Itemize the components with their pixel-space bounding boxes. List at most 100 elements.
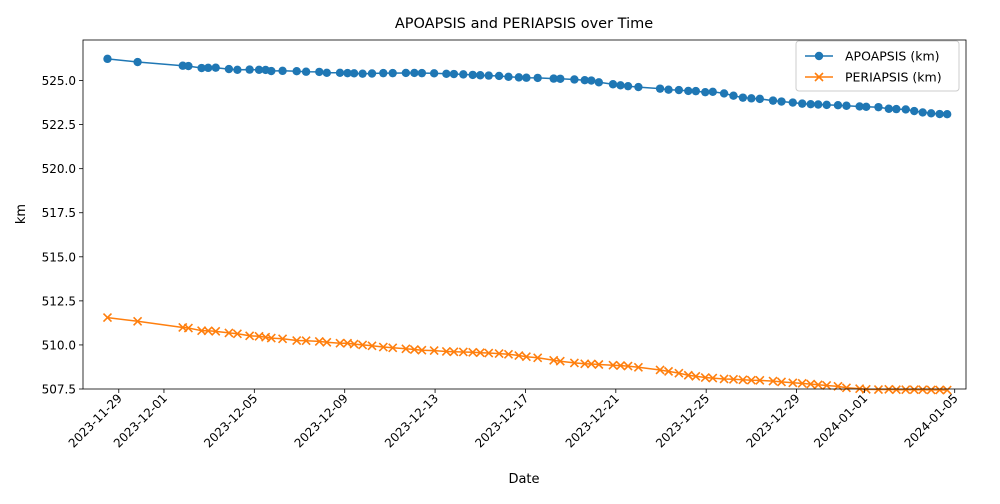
series-2-point: [813, 380, 823, 390]
series-1-point: [580, 75, 589, 85]
series-1-point: [522, 73, 531, 82]
series-1-point: [594, 78, 604, 87]
series-2-point: [608, 360, 618, 370]
series-1-point: [833, 101, 843, 110]
series-2-point: [211, 326, 221, 336]
series-2-point: [224, 328, 234, 338]
series-1-point: [738, 93, 748, 102]
series-1-point: [691, 86, 701, 96]
series-1-point: [822, 100, 831, 110]
series-2-point: [322, 337, 332, 347]
series-2-point: [314, 336, 324, 346]
series-1-point: [935, 109, 944, 119]
series-1-point: [379, 68, 388, 78]
series-2-point: [926, 385, 936, 395]
series-1-point: [245, 65, 254, 74]
series-1-point: [429, 69, 439, 78]
series-2-point: [484, 348, 494, 358]
legend-label-1: APOAPSIS (km): [845, 49, 940, 64]
series-2-point: [633, 362, 643, 372]
series-2-point: [594, 359, 604, 370]
series-2-point: [494, 349, 504, 359]
series-1-point: [484, 71, 493, 80]
axes-frame: [82, 39, 967, 390]
series-2-point: [102, 313, 113, 323]
series-2-point: [521, 352, 531, 362]
series-1-point: [806, 99, 815, 109]
series-1-point: [855, 102, 864, 111]
series-1-point: [918, 108, 927, 117]
series-2-point: [335, 338, 345, 348]
series-1-point: [401, 68, 411, 78]
series-2-point: [367, 341, 377, 351]
series-1-point: [768, 96, 778, 105]
series-1-point: [267, 66, 276, 76]
series-2-point: [301, 336, 311, 346]
series-1-point: [533, 73, 542, 83]
series-2-point: [555, 356, 565, 366]
series-2-point: [417, 345, 427, 355]
series-2-point: [586, 359, 596, 369]
series-2-point: [728, 374, 739, 384]
series-1-point: [747, 94, 756, 103]
series-1-point: [634, 82, 643, 92]
series-1-point: [322, 68, 332, 77]
series-2-point: [700, 372, 710, 383]
series-2-point: [738, 375, 748, 385]
series-2-point: [533, 353, 543, 363]
series-1-point: [468, 70, 477, 80]
y-axis-label: km: [14, 204, 29, 224]
series-2-point: [133, 316, 143, 326]
series-1-point: [514, 73, 524, 82]
series-1-point: [417, 68, 427, 78]
series-2-point: [358, 340, 368, 350]
series-2-point: [822, 380, 832, 391]
series-2-point: [708, 373, 718, 383]
series-2-point: [441, 346, 451, 357]
series-1-point: [292, 66, 301, 76]
series-1-point: [910, 106, 919, 116]
series-1-point: [608, 80, 618, 89]
y-tick-label: 512.5: [42, 294, 76, 308]
series-1-point: [233, 65, 242, 74]
series-1-point: [197, 63, 206, 73]
legend-label-2: PERIAPSIS (km): [845, 70, 942, 85]
series-2-point: [615, 360, 626, 371]
series-1-point: [701, 87, 710, 97]
series-2-point: [841, 383, 852, 393]
series-1-point: [892, 104, 901, 114]
series-2-point: [266, 333, 276, 343]
series-2-point: [776, 377, 787, 387]
series-2-point: [909, 385, 919, 395]
series-1-point: [211, 63, 220, 72]
series-1-point: [494, 71, 504, 81]
series-2-point: [378, 342, 388, 352]
series-1-point: [616, 81, 625, 90]
series-2-point: [674, 368, 684, 378]
series-1-point: [367, 69, 377, 78]
series-1-point: [459, 70, 468, 79]
chart-title: APOAPSIS and PERIAPSIS over Time: [395, 16, 653, 32]
legend-box: [795, 40, 960, 92]
series-1-point: [301, 67, 311, 76]
series-2-point: [623, 361, 633, 371]
series-1-point: [103, 54, 112, 64]
series-2-point: [401, 344, 411, 354]
series-1-point: [343, 68, 352, 78]
series-2-point: [569, 358, 579, 368]
series-1-point: [184, 61, 193, 71]
series-2-point: [388, 343, 398, 353]
y-tick-label: 510.0: [42, 338, 76, 352]
legend-marker-2: [814, 72, 824, 82]
series-1-point: [549, 74, 558, 83]
y-tick-label: 507.5: [42, 383, 76, 397]
series-2-point: [514, 350, 524, 361]
series-2-point: [719, 374, 729, 384]
series-2-point: [788, 378, 798, 388]
series-2-point: [691, 371, 701, 381]
series-2-point: [806, 379, 816, 389]
series-1-point: [388, 68, 397, 78]
x-axis-label: Date: [508, 472, 539, 487]
series-1-point: [449, 69, 459, 79]
